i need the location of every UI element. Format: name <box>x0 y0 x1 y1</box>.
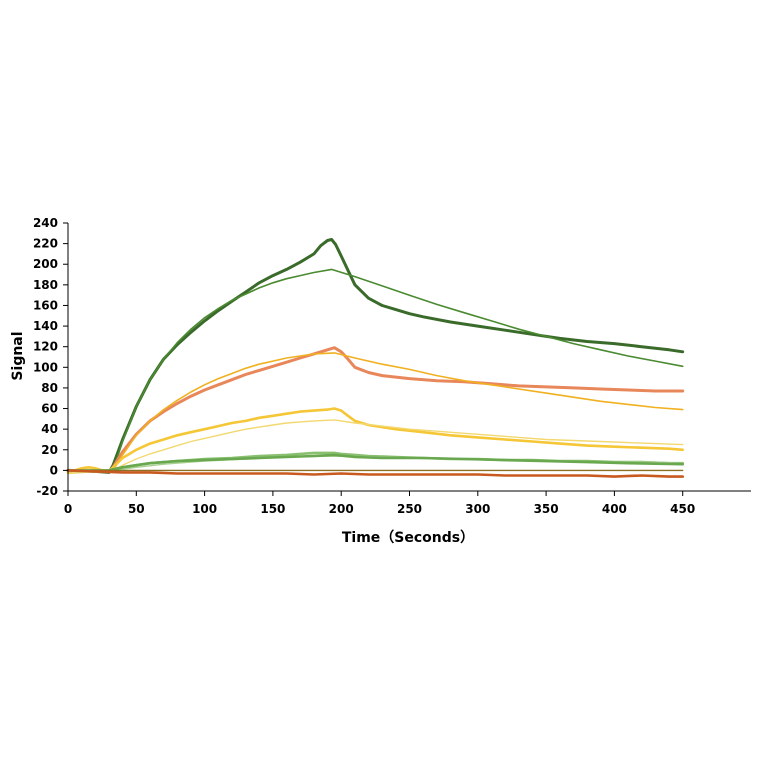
x-tick-label: 50 <box>128 502 145 516</box>
x-tick-label: 200 <box>329 502 354 516</box>
x-tick-label: 350 <box>534 502 559 516</box>
x-tick-label: 100 <box>192 502 217 516</box>
y-tick-label: 200 <box>33 257 58 271</box>
data-line-8 <box>66 453 685 472</box>
y-axis: -20 0 20 40 60 80 100 120 140 160 180 200 220 240 <box>33 216 69 498</box>
y-tick-label: 40 <box>41 422 58 436</box>
y-tick-label: 160 <box>33 298 58 312</box>
y-tick-label: 20 <box>41 443 58 457</box>
y-axis-title: Signal <box>10 331 26 380</box>
x-axis-title: Time（Seconds） <box>342 530 474 546</box>
x-axis: 0 50 100 150 200 250 300 350 400 450 <box>64 490 751 516</box>
y-tick-label: 0 <box>50 463 58 477</box>
x-tick-label: 400 <box>602 502 627 516</box>
x-tick-label: 150 <box>260 502 285 516</box>
y-tick-label: 80 <box>41 381 58 395</box>
data-line-4 <box>66 407 685 474</box>
fit-line-1 <box>112 268 684 472</box>
y-tick-label: -20 <box>36 484 58 498</box>
x-tick-label: 300 <box>465 502 490 516</box>
fit-line-3 <box>112 352 684 472</box>
x-tick-label: 450 <box>670 502 695 516</box>
x-tick-label: 250 <box>397 502 422 516</box>
series-layer <box>66 238 685 478</box>
y-tick-label: 100 <box>33 360 58 374</box>
y-tick-label: 180 <box>33 278 58 292</box>
y-tick-label: 140 <box>33 319 58 333</box>
y-tick-label: 240 <box>33 216 58 230</box>
x-tick-label: 0 <box>64 502 72 516</box>
y-tick-label: 220 <box>33 237 58 251</box>
y-tick-label: 60 <box>41 402 58 416</box>
data-line-10 <box>66 469 685 478</box>
fit-line-5 <box>67 419 684 475</box>
data-line-0 <box>66 238 685 474</box>
y-tick-label: 120 <box>33 340 58 354</box>
